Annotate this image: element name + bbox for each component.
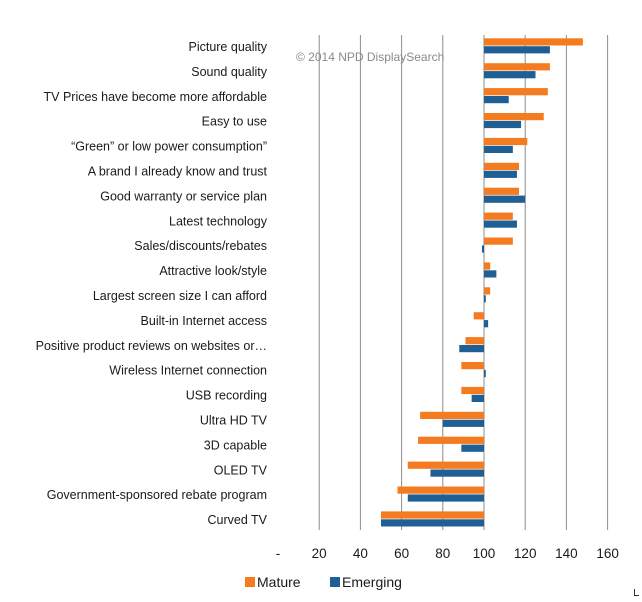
bar-emerging: [484, 195, 526, 203]
bar-emerging: [461, 444, 484, 452]
legend-label-emerging: Emerging: [342, 574, 402, 590]
bars: [381, 38, 583, 527]
bar-emerging: [407, 494, 484, 502]
category-label: Largest screen size I can afford: [93, 289, 267, 303]
bar-emerging: [442, 419, 484, 427]
category-label: A brand I already know and trust: [88, 165, 268, 179]
bar-emerging: [484, 96, 509, 104]
bar-mature: [461, 362, 484, 370]
bar-emerging: [484, 46, 550, 54]
bar-mature: [484, 162, 520, 170]
category-label: “Green” or low power consumption”: [71, 140, 267, 154]
category-label: Picture quality: [188, 40, 267, 54]
legend: Mature Emerging: [245, 574, 402, 590]
bar-mature: [484, 287, 491, 295]
category-label: TV Prices have become more affordable: [44, 90, 268, 104]
bar-mature: [484, 137, 528, 146]
category-label: Easy to use: [202, 115, 267, 129]
category-label: USB recording: [186, 389, 267, 403]
bar-emerging: [471, 394, 484, 402]
bar-mature: [407, 461, 484, 469]
bar-emerging: [484, 170, 517, 178]
x-tick-label: 120: [514, 546, 537, 561]
bar-mature: [473, 312, 484, 320]
bar-emerging: [484, 220, 517, 228]
bar-mature: [484, 63, 550, 71]
bar-emerging: [484, 120, 522, 129]
x-tick-label: 100: [473, 546, 496, 561]
legend-swatch-mature: [245, 577, 255, 587]
bar-emerging: [484, 145, 513, 153]
bar-emerging: [484, 295, 486, 303]
bar-mature: [418, 436, 484, 444]
category-label: Built-in Internet access: [141, 314, 267, 328]
bar-emerging: [484, 71, 536, 79]
bar-emerging: [484, 369, 486, 378]
bar-mature: [484, 212, 513, 220]
bar-emerging: [459, 345, 484, 353]
category-label: Wireless Internet connection: [109, 364, 267, 378]
bar-emerging: [484, 270, 497, 278]
category-labels: Picture quality Sound quality TV Prices ha…: [36, 40, 268, 527]
bar-mature: [461, 386, 484, 395]
category-label: Positive product reviews on websites or…: [36, 339, 267, 353]
category-label: Latest technology: [169, 214, 268, 228]
x-tick-label: 40: [353, 546, 368, 561]
x-tick-label: -: [276, 546, 281, 561]
bar-mature: [484, 113, 544, 121]
bar-mature: [465, 337, 484, 345]
bar-mature: [397, 486, 484, 494]
category-label: Attractive look/style: [159, 264, 267, 278]
bar-mature: [484, 237, 513, 245]
x-tick-label: 80: [435, 546, 450, 561]
bar-emerging: [481, 245, 484, 253]
corner-mark: [634, 589, 639, 596]
category-label: Sound quality: [191, 65, 268, 79]
x-axis-tick-labels: - 20 40 60 80 100 120 140 160: [276, 546, 619, 561]
category-label: Ultra HD TV: [200, 414, 268, 428]
bar-mature: [420, 411, 484, 419]
bar-emerging: [430, 469, 484, 477]
bar-mature: [381, 511, 484, 519]
category-label: 3D capable: [204, 438, 267, 452]
x-tick-label: 20: [312, 546, 327, 561]
legend-label-mature: Mature: [257, 574, 301, 590]
category-label: Government-sponsored rebate program: [47, 488, 267, 502]
bar-mature: [484, 38, 583, 46]
category-label: Curved TV: [207, 513, 267, 527]
bar-mature: [484, 88, 548, 96]
gridlines: [318, 35, 609, 530]
legend-swatch-emerging: [330, 577, 340, 587]
category-label: Good warranty or service plan: [100, 189, 267, 203]
bar-emerging: [381, 519, 484, 527]
category-label: Sales/discounts/rebates: [134, 239, 267, 253]
category-label: OLED TV: [214, 463, 268, 477]
watermark: © 2014 NPD DisplaySearch: [296, 50, 444, 64]
x-tick-label: 140: [555, 546, 578, 561]
x-tick-label: 160: [596, 546, 619, 561]
bar-emerging: [484, 320, 489, 328]
bar-mature: [484, 262, 491, 270]
bar-mature: [484, 187, 520, 195]
x-tick-label: 60: [394, 546, 409, 561]
